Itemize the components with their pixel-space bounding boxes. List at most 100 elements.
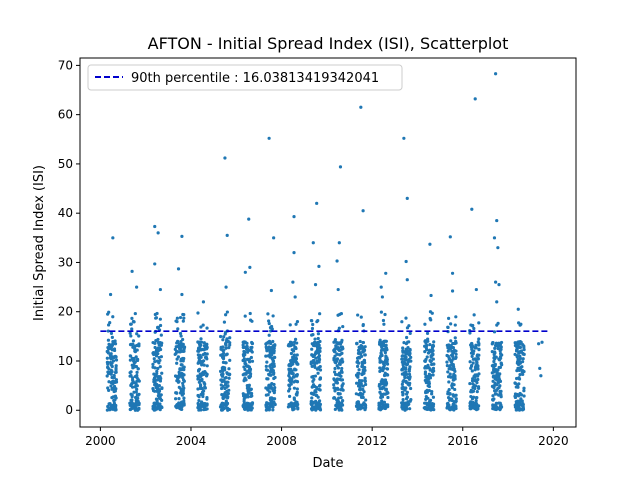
scatter-point xyxy=(133,311,137,316)
scatter-point xyxy=(356,400,360,404)
scatter-point xyxy=(405,395,410,399)
scatter-point xyxy=(431,349,435,353)
scatter-point xyxy=(515,369,519,373)
scatter-point xyxy=(339,388,343,392)
scatter-point xyxy=(107,367,111,371)
scatter-point xyxy=(289,344,293,348)
scatter-point xyxy=(473,386,477,391)
scatter-point xyxy=(250,341,254,346)
scatter-point xyxy=(203,382,207,386)
scatter-point xyxy=(453,336,457,340)
scatter-point xyxy=(495,300,499,304)
x-tick-label: 2016 xyxy=(447,434,478,448)
scatter-point xyxy=(384,388,388,392)
scatter-point xyxy=(359,315,363,319)
scatter-point xyxy=(539,374,543,378)
scatter-point xyxy=(114,364,118,368)
scatter-point xyxy=(269,363,273,367)
scatter-point xyxy=(357,368,361,372)
scatter-point xyxy=(447,407,451,411)
scatter-point xyxy=(201,300,206,304)
scatter-point xyxy=(110,375,114,380)
scatter-point xyxy=(265,401,269,405)
scatter-point xyxy=(197,367,202,371)
scatter-point xyxy=(176,267,181,271)
scatter-point xyxy=(288,394,292,398)
scatter-point xyxy=(198,375,202,379)
scatter-point xyxy=(477,337,481,341)
scatter-point xyxy=(223,156,227,160)
scatter-point xyxy=(448,358,452,362)
scatter-point xyxy=(314,408,318,412)
scatter-point xyxy=(312,377,316,382)
scatter-point xyxy=(196,393,200,398)
scatter-point xyxy=(429,293,433,298)
scatter-point xyxy=(519,393,524,397)
scatter-point xyxy=(431,402,436,406)
scatter-point xyxy=(181,381,185,385)
scatter-point xyxy=(114,368,118,372)
y-tick-label: 40 xyxy=(58,206,73,220)
scatter-point xyxy=(449,339,453,343)
scatter-point xyxy=(247,365,252,369)
scatter-point xyxy=(476,367,480,371)
scatter-point xyxy=(107,310,111,314)
scatter-point xyxy=(197,398,201,403)
scatter-point xyxy=(431,357,435,361)
scatter-point xyxy=(405,402,409,406)
scatter-point xyxy=(404,342,408,346)
scatter-point xyxy=(340,384,344,388)
scatter-point xyxy=(522,352,526,357)
scatter-point xyxy=(333,407,337,411)
scatter-point xyxy=(137,342,141,346)
scatter-point xyxy=(204,374,209,378)
scatter-point xyxy=(493,351,497,355)
scatter-point xyxy=(135,373,139,378)
scatter-point xyxy=(219,378,223,382)
scatter-point xyxy=(424,401,428,405)
scatter-point xyxy=(407,372,412,376)
scatter-point xyxy=(315,385,319,390)
scatter-point xyxy=(468,360,472,364)
scatter-point xyxy=(151,362,155,367)
scatter-point xyxy=(174,319,178,323)
scatter-point xyxy=(424,391,428,395)
scatter-point xyxy=(522,389,526,393)
scatter-point xyxy=(182,403,186,407)
scatter-point xyxy=(402,387,407,392)
scatter-point xyxy=(522,369,526,374)
scatter-point xyxy=(196,311,200,315)
scatter-point xyxy=(130,269,134,273)
scatter-point xyxy=(152,407,157,412)
scatter-point xyxy=(180,292,184,297)
scatter-point xyxy=(336,287,340,292)
scatter-point xyxy=(477,343,481,347)
scatter-point xyxy=(316,332,321,336)
scatter-point xyxy=(449,366,453,370)
scatter-point xyxy=(174,391,179,395)
scatter-point xyxy=(130,327,134,331)
scatter-point xyxy=(293,295,297,299)
scatter-point xyxy=(315,393,319,398)
scatter-point xyxy=(404,392,409,396)
scatter-point xyxy=(296,362,300,366)
scatter-point xyxy=(310,326,315,331)
scatter-point xyxy=(273,375,277,380)
scatter-point xyxy=(196,377,200,381)
scatter-point xyxy=(154,397,159,401)
scatter-point xyxy=(265,347,270,351)
scatter-point xyxy=(107,380,111,384)
scatter-point xyxy=(537,342,541,346)
scatter-point xyxy=(196,406,200,410)
scatter-point xyxy=(497,375,501,379)
scatter-point xyxy=(247,217,251,221)
scatter-point xyxy=(311,406,315,410)
scatter-point xyxy=(517,376,521,380)
scatter-point xyxy=(178,391,183,395)
scatter-point xyxy=(406,345,410,350)
scatter-point xyxy=(225,337,229,341)
scatter-point xyxy=(357,371,361,376)
scatter-point xyxy=(179,359,183,363)
scatter-point xyxy=(401,398,405,402)
scatter-point xyxy=(292,343,296,347)
